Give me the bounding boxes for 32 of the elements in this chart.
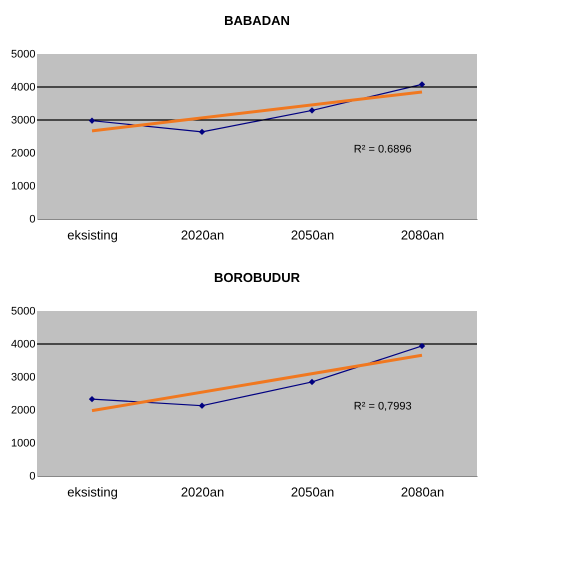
- y-tick-label: 1000: [11, 438, 36, 450]
- y-tick-label: 0: [29, 470, 36, 482]
- annotation: R² = 0,7993: [354, 400, 412, 413]
- point: [418, 342, 426, 350]
- point: [88, 118, 96, 124]
- x-tick-label: eksisting: [67, 484, 118, 500]
- point: [418, 81, 426, 88]
- y-tick-label: 1000: [11, 180, 36, 192]
- y-tick-label: 4000: [11, 338, 36, 350]
- y-tick-label: 4000: [11, 82, 36, 94]
- chart-title: BABADAN: [224, 13, 290, 28]
- point: [198, 402, 206, 409]
- point: [88, 396, 96, 402]
- x-tick-label: 2020an: [180, 484, 224, 500]
- y-tick-label: 3000: [11, 114, 36, 126]
- chart-title: BOROBUDUR: [214, 270, 301, 285]
- y-tick-label: 5000: [11, 48, 36, 60]
- x-tick-label: 2050an: [290, 228, 334, 242]
- x-tick-label: eksisting: [67, 228, 118, 242]
- y-tick-label: 5000: [11, 306, 36, 318]
- y-tick-label: 0: [29, 214, 36, 226]
- y-tick-label: 3000: [11, 372, 36, 384]
- point: [308, 107, 316, 114]
- annotation: R² = 0.6896: [354, 144, 412, 156]
- y-tick-label: 2000: [11, 148, 36, 160]
- x-tick-label: 2080an: [400, 228, 444, 242]
- x-tick-label: 2050an: [290, 484, 334, 500]
- point: [308, 378, 316, 386]
- point: [198, 128, 206, 136]
- y-tick-label: 2000: [11, 404, 36, 416]
- x-tick-label: 2020an: [180, 228, 224, 242]
- x-tick-label: 2080an: [400, 484, 444, 500]
